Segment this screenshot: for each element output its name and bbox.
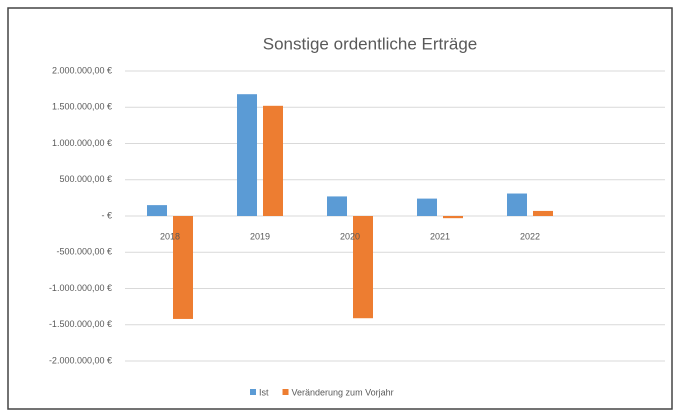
bar	[327, 196, 347, 216]
bar	[147, 205, 167, 216]
legend-label: Veränderung zum Vorjahr	[292, 387, 394, 397]
y-tick-label: 2.000.000,00 €	[52, 65, 112, 75]
bar	[353, 216, 373, 319]
legend-label: Ist	[259, 387, 269, 397]
y-tick-label: -1.000.000,00 €	[49, 283, 112, 293]
y-tick-label: 1.500.000,00 €	[52, 102, 112, 112]
x-tick-label: 2022	[520, 231, 540, 241]
bar	[507, 193, 527, 216]
x-tick-label: 2021	[430, 231, 450, 241]
bar	[173, 216, 193, 319]
x-tick-label: 2019	[250, 231, 270, 241]
legend-swatch	[282, 389, 289, 395]
bar	[443, 216, 463, 219]
legend-swatch	[250, 389, 256, 395]
y-tick-label: 1.000.000,00 €	[52, 138, 112, 148]
x-tick-label: 2020	[340, 231, 360, 241]
chart-title: Sonstige ordentliche Erträge	[263, 34, 478, 53]
y-tick-label: -2.000.000,00 €	[49, 355, 112, 365]
x-tick-label: 2018	[160, 231, 180, 241]
bar	[417, 198, 437, 216]
y-tick-label: -500.000,00 €	[56, 247, 112, 257]
bar	[263, 105, 283, 216]
y-tick-label: -1.500.000,00 €	[49, 319, 112, 329]
bar	[237, 94, 257, 216]
bar	[533, 210, 553, 216]
y-tick-label: - €	[101, 210, 112, 220]
y-tick-label: 500.000,00 €	[59, 174, 112, 184]
